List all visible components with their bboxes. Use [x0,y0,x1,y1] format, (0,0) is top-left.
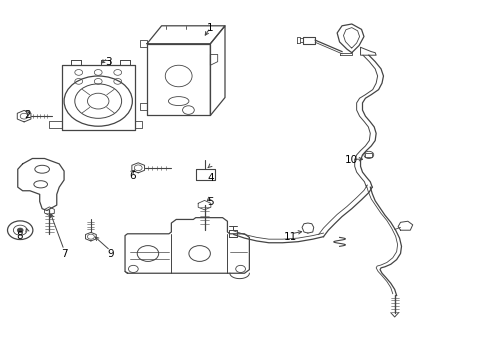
Text: 11: 11 [284,232,297,242]
Text: 6: 6 [129,171,135,181]
Text: 7: 7 [61,248,67,258]
Text: 10: 10 [345,155,358,165]
Circle shape [17,228,23,232]
Text: 3: 3 [104,57,111,67]
Text: 4: 4 [206,173,213,183]
Text: 1: 1 [206,23,213,33]
Text: 2: 2 [24,111,31,121]
Text: 8: 8 [16,231,22,240]
Text: 9: 9 [107,248,114,258]
Text: 5: 5 [206,197,213,207]
